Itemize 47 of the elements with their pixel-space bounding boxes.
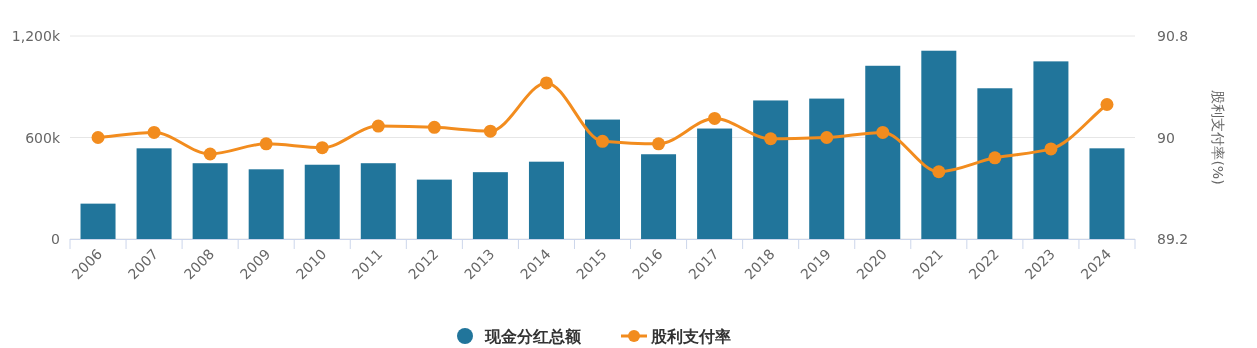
bar [1033, 61, 1069, 239]
point [988, 151, 1002, 165]
bar [977, 88, 1013, 239]
point [203, 147, 217, 161]
bar [136, 148, 172, 239]
legend-label: 股利支付率 [650, 327, 731, 346]
bar [360, 163, 396, 239]
bar [248, 169, 284, 239]
y2-tick-label: 90 [1157, 129, 1175, 146]
point [539, 76, 553, 90]
bar [865, 65, 901, 239]
point [315, 141, 329, 155]
bar [809, 98, 845, 239]
bar [1089, 148, 1125, 239]
bar [416, 179, 452, 239]
bar [697, 128, 733, 239]
bar [472, 172, 508, 239]
legend-label: 现金分红总额 [484, 327, 582, 346]
y-tick-label: 600k [25, 129, 61, 146]
y2-axis-title: 股利支付率(%) [1210, 90, 1226, 185]
y2-tick-label: 89.2 [1157, 231, 1189, 247]
bar [304, 164, 340, 239]
point [483, 124, 497, 138]
point [596, 134, 609, 148]
bar [192, 163, 228, 239]
point [652, 137, 666, 151]
point [259, 137, 273, 151]
point [427, 120, 441, 134]
point [820, 131, 834, 144]
bar [80, 203, 116, 239]
y-tick-label: 1,200k [11, 28, 61, 44]
bar [585, 119, 620, 239]
point [932, 165, 946, 179]
bar [641, 154, 677, 239]
point [91, 131, 105, 144]
point [1100, 98, 1114, 112]
point [1044, 142, 1058, 156]
bar [921, 50, 957, 239]
y2-tick-label: 90.8 [1157, 28, 1189, 44]
y-tick-label: 0 [51, 231, 60, 247]
point [764, 132, 778, 146]
point [876, 125, 890, 139]
bar [753, 100, 789, 239]
point [371, 119, 385, 133]
bar [528, 161, 564, 239]
point [708, 111, 722, 125]
point [147, 125, 161, 139]
